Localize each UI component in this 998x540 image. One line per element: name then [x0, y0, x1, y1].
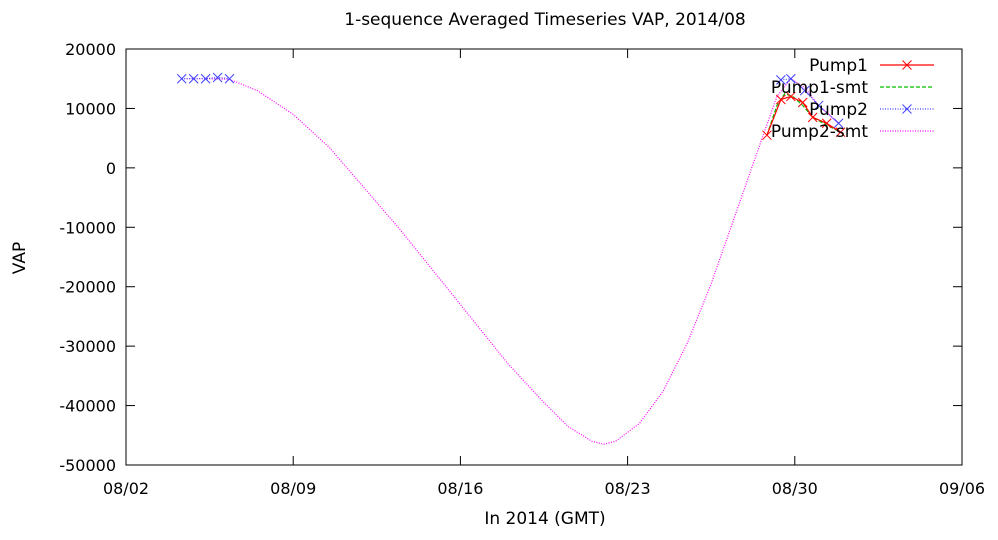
legend-item-pump1: Pump1	[809, 56, 934, 76]
data-point	[785, 91, 796, 102]
series-line	[766, 92, 841, 136]
x-tick-label: 08/09	[270, 479, 316, 498]
data-point	[797, 97, 808, 108]
data-point	[188, 73, 199, 84]
series-pump1	[762, 91, 846, 141]
y-tick-label: -10000	[59, 218, 116, 237]
series-group	[176, 72, 846, 445]
y-tick-label: -40000	[59, 397, 116, 416]
data-point	[785, 73, 796, 84]
x-tick-label: 08/30	[772, 479, 818, 498]
x-axis-label: In 2014 (GMT)	[484, 509, 605, 529]
series-line	[181, 77, 840, 445]
plot-frame-group: 20000 10000 0 -10000 -20000 -30000 -40000 -5000…	[59, 40, 985, 498]
plot-frame	[125, 48, 963, 466]
data-point	[833, 118, 844, 129]
y-tick-label: 0	[106, 159, 116, 178]
data-point	[200, 73, 211, 84]
y-tick-label: -20000	[59, 278, 116, 297]
data-point	[776, 75, 786, 85]
legend-marker	[902, 60, 912, 70]
data-point	[821, 118, 832, 129]
data-point	[212, 72, 223, 83]
legend-label: Pump2	[809, 100, 868, 120]
y-tick-label: -30000	[59, 337, 116, 356]
chart-title: 1-sequence Averaged Timeseries VAP, 2014…	[344, 10, 745, 30]
y-tick-label: -50000	[59, 456, 116, 475]
series-pump2-smt	[181, 77, 840, 445]
data-point	[807, 112, 818, 123]
series-line	[181, 76, 230, 80]
series-pump1-smt	[766, 92, 841, 136]
legend-label: Pump2-smt	[771, 122, 868, 142]
legend-marker	[902, 104, 912, 114]
data-point	[799, 85, 810, 96]
x-tick-label: 08/02	[103, 479, 149, 498]
data-point	[776, 94, 786, 105]
data-point	[835, 127, 846, 138]
data-point	[762, 130, 772, 141]
x-tick-label: 08/23	[605, 479, 651, 498]
y-axis-label: VAP	[10, 242, 30, 274]
series-pump2	[176, 72, 844, 129]
legend-item-pump2: Pump2	[809, 100, 934, 120]
legend-label: Pump1	[809, 56, 868, 76]
data-point	[224, 73, 235, 84]
data-point	[176, 73, 187, 84]
y-tick-label: 10000	[65, 99, 116, 118]
data-point	[813, 100, 824, 111]
y-tick-label: 20000	[65, 40, 116, 59]
legend-item-pump2-smt: Pump2-smt	[771, 122, 934, 142]
x-tick-label: 08/16	[437, 479, 483, 498]
x-tick-label: 09/06	[939, 479, 985, 498]
legend-label: Pump1-smt	[771, 78, 868, 98]
legend-item-pump1-smt: Pump1-smt	[771, 78, 934, 98]
